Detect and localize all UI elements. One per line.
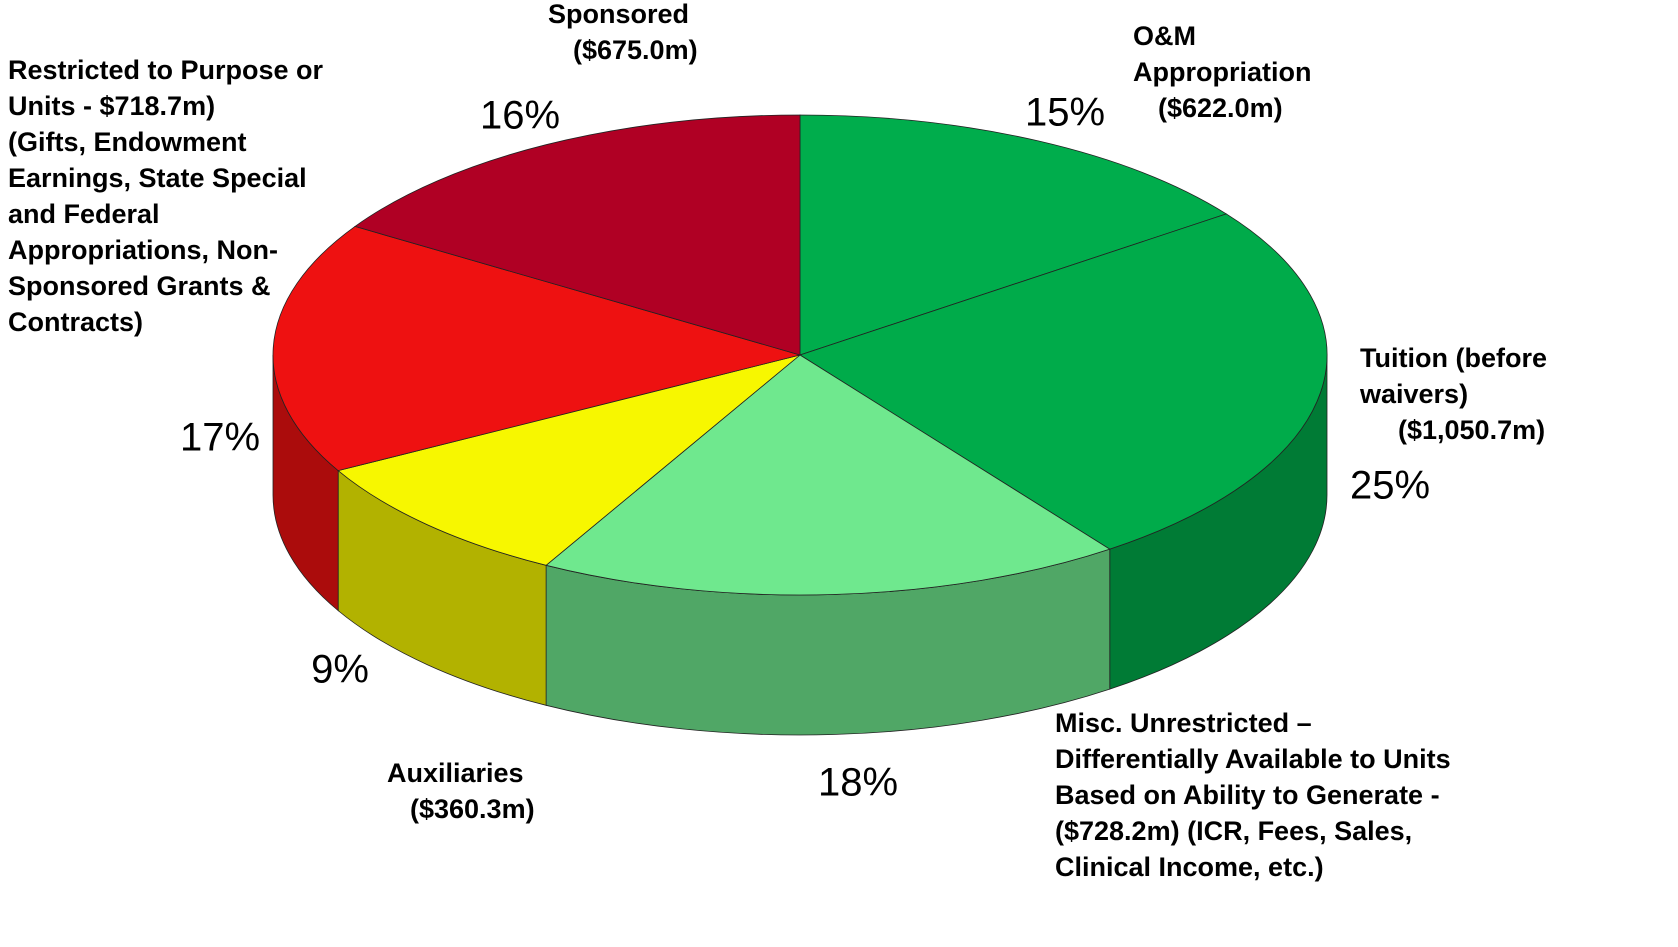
category-label: Appropriations, Non- [8,235,278,265]
category-label: Sponsored Grants & [8,271,271,301]
category-label: Misc. Unrestricted – [1055,708,1312,738]
category-label: ($622.0m) [1158,93,1283,123]
category-label: Tuition (before [1360,343,1547,373]
category-label: Sponsored [548,0,689,29]
percent-label: 17% [180,416,260,460]
category-label: waivers) [1359,379,1468,409]
category-label: and Federal [8,199,160,229]
category-label: Clinical Income, etc.) [1055,852,1324,882]
percent-label: 25% [1350,464,1430,508]
category-label: Based on Ability to Generate - [1055,780,1440,810]
labels: 15% 25% 18% 9% 17% 16% O&M Appropriation ($622.0… [8,0,1547,882]
category-label: ($675.0m) [573,35,698,65]
category-label: Differentially Available to Units [1055,744,1451,774]
category-label: Auxiliaries [387,758,524,788]
pie-sides [272,354,1328,736]
percent-label: 16% [480,94,560,138]
category-label: ($360.3m) [410,794,535,824]
category-label: Restricted to Purpose or [8,55,324,85]
slice [354,114,801,356]
percent-label: 18% [818,761,898,805]
category-label: ($1,050.7m) [1398,415,1545,445]
slice [799,213,1328,550]
slice [272,225,802,472]
category-label: Units - $718.7m) [8,91,215,121]
category-label: ($728.2m) (ICR, Fees, Sales, [1055,816,1412,846]
category-label: Appropriation [1133,57,1311,87]
pie-tops [272,114,1328,596]
slice [337,354,801,566]
slice [799,114,1228,356]
category-label: Contracts) [8,307,143,337]
category-label: O&M [1133,21,1196,51]
category-label: Earnings, State Special [8,163,307,193]
percent-label: 9% [311,648,369,692]
category-label: (Gifts, Endowment [8,127,247,157]
percent-label: 15% [1025,91,1105,135]
slice [545,354,1111,596]
